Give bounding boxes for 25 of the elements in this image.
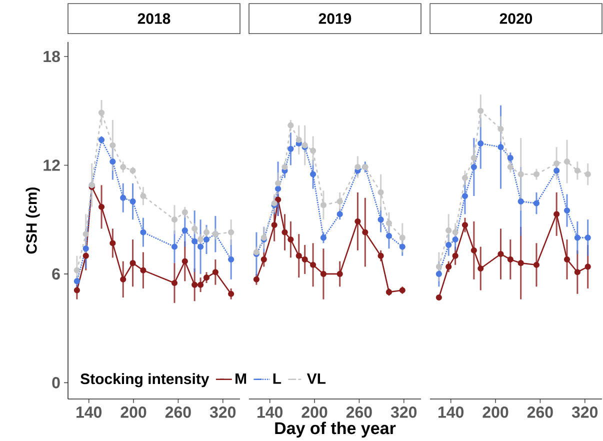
x-tick-label: 260 (165, 406, 191, 418)
x-tick-label: 320 (210, 406, 236, 418)
y-tick-label: 12 (44, 160, 60, 171)
x-tick-label: 140 (258, 406, 283, 418)
x-tick-label: 140 (76, 406, 102, 418)
x-tick-label: 200 (302, 406, 328, 418)
y-tick-label: 0 (52, 377, 60, 388)
y-axis-title: CSH (cm) (26, 188, 40, 254)
y-tick-label: 6 (52, 268, 60, 280)
x-tick-label: 140 (438, 406, 464, 418)
chart-title: 2019 (318, 13, 352, 24)
y-tick-label: 18 (44, 50, 60, 62)
x-tick-label: 200 (482, 406, 508, 418)
x-tick-label: 200 (120, 406, 146, 418)
legend-label: L (273, 373, 282, 384)
chart-title: 2018 (138, 13, 170, 24)
x-tick-label: 320 (390, 406, 417, 418)
x-tick-label: 260 (527, 406, 553, 418)
chart-title: 2020 (500, 13, 532, 24)
x-tick-label: 320 (572, 406, 598, 418)
legend-label: M (236, 373, 246, 384)
x-axis-title: Day of the year (275, 422, 396, 438)
x-tick-label: 260 (346, 406, 372, 418)
legend-label: VL (306, 373, 326, 384)
legend-title: Stocking intensity (80, 373, 210, 388)
